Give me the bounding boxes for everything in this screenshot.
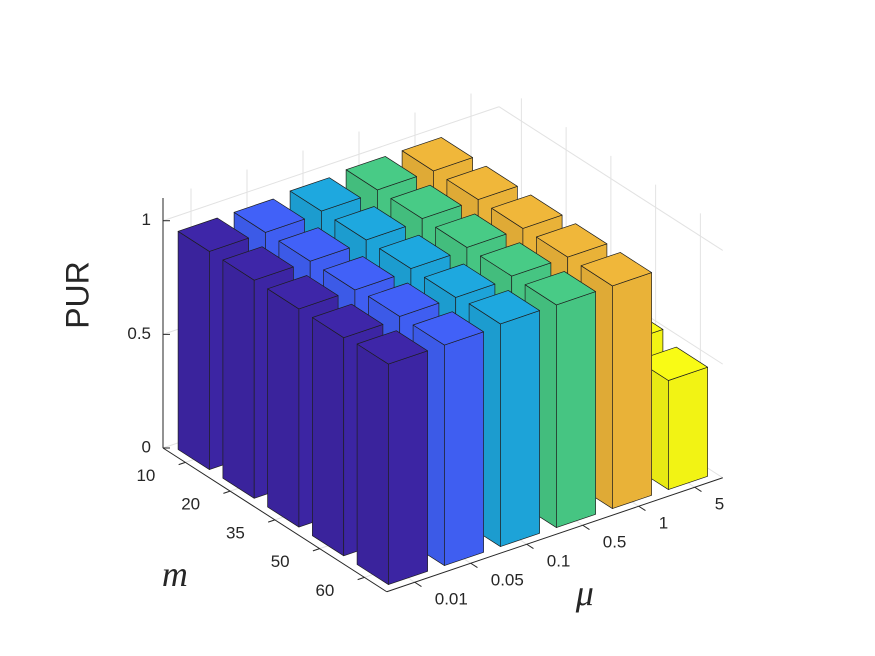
x-tick (312, 548, 320, 552)
x-tick (357, 576, 365, 581)
bar-face (556, 291, 596, 528)
y-tick-label: 0.1 (547, 552, 571, 571)
x-tick-label: 20 (181, 495, 200, 514)
bar-face (323, 256, 395, 291)
y-tick (414, 581, 422, 587)
y-tick-label: 0.01 (435, 590, 468, 609)
bar-face (612, 272, 652, 509)
x-tick-label: 60 (315, 581, 334, 600)
x-tick (267, 519, 276, 523)
y-tick (470, 562, 478, 568)
bar-face (222, 259, 255, 499)
bar-face (177, 217, 249, 252)
bar-face (424, 263, 496, 298)
bar-face (536, 223, 608, 258)
z-tick-label: 0 (142, 437, 151, 456)
bar-face (446, 165, 518, 200)
bar-face (289, 177, 361, 212)
bar-face (388, 350, 428, 585)
bar-face (580, 252, 652, 287)
x-axis-label: m (162, 554, 188, 594)
y-tick (526, 543, 534, 549)
x-tick-label: 35 (226, 523, 245, 542)
y-tick (694, 486, 702, 492)
y-tick (582, 524, 590, 530)
y-tick (638, 505, 646, 511)
bar-face (233, 198, 305, 233)
bars (177, 137, 708, 585)
bar-face (222, 246, 294, 281)
y-axis (386, 477, 723, 593)
bar-face (401, 137, 473, 172)
y-tick-label: 1 (659, 514, 668, 533)
x-tick-label: 10 (136, 466, 155, 485)
bar-face (435, 213, 507, 248)
z-axis-label: PUR (59, 261, 95, 329)
bar-face (500, 310, 540, 547)
bar-face (267, 275, 339, 310)
bar (356, 330, 428, 585)
z-tick-label: 0.5 (127, 324, 151, 343)
bar-face (356, 343, 389, 585)
bar-face (491, 194, 563, 229)
bar-face (312, 317, 345, 557)
x-tick-label: 50 (271, 552, 290, 571)
grid-line (162, 106, 500, 222)
bar-face (524, 271, 596, 306)
bar-face (368, 282, 440, 317)
bar-face (390, 184, 462, 219)
bar-face (636, 346, 708, 381)
y-tick-label: 5 (715, 495, 724, 514)
z-tick-label: 1 (142, 210, 151, 229)
bar-face (480, 242, 552, 277)
bar-face (278, 227, 350, 262)
bar-face (444, 331, 484, 566)
x-tick (223, 490, 231, 494)
bar-face (177, 230, 210, 470)
y-axis-label: μ (575, 573, 594, 613)
bar-face (334, 206, 406, 241)
bar-face (668, 366, 708, 490)
axes: 0 0.5 1 10 20 35 50 60 0.01 0.05 0.1 0.5 1 5 m μ (127, 198, 724, 613)
bar-face (312, 303, 384, 339)
bar-face (379, 234, 451, 269)
bar-face (267, 288, 300, 528)
bar-face (345, 156, 417, 191)
bar-face (412, 311, 484, 346)
bar-face (468, 290, 540, 325)
x-tick (178, 461, 186, 466)
bar-face (356, 330, 428, 365)
y-tick-label: 0.5 (603, 533, 627, 552)
y-tick-label: 0.05 (491, 571, 524, 590)
